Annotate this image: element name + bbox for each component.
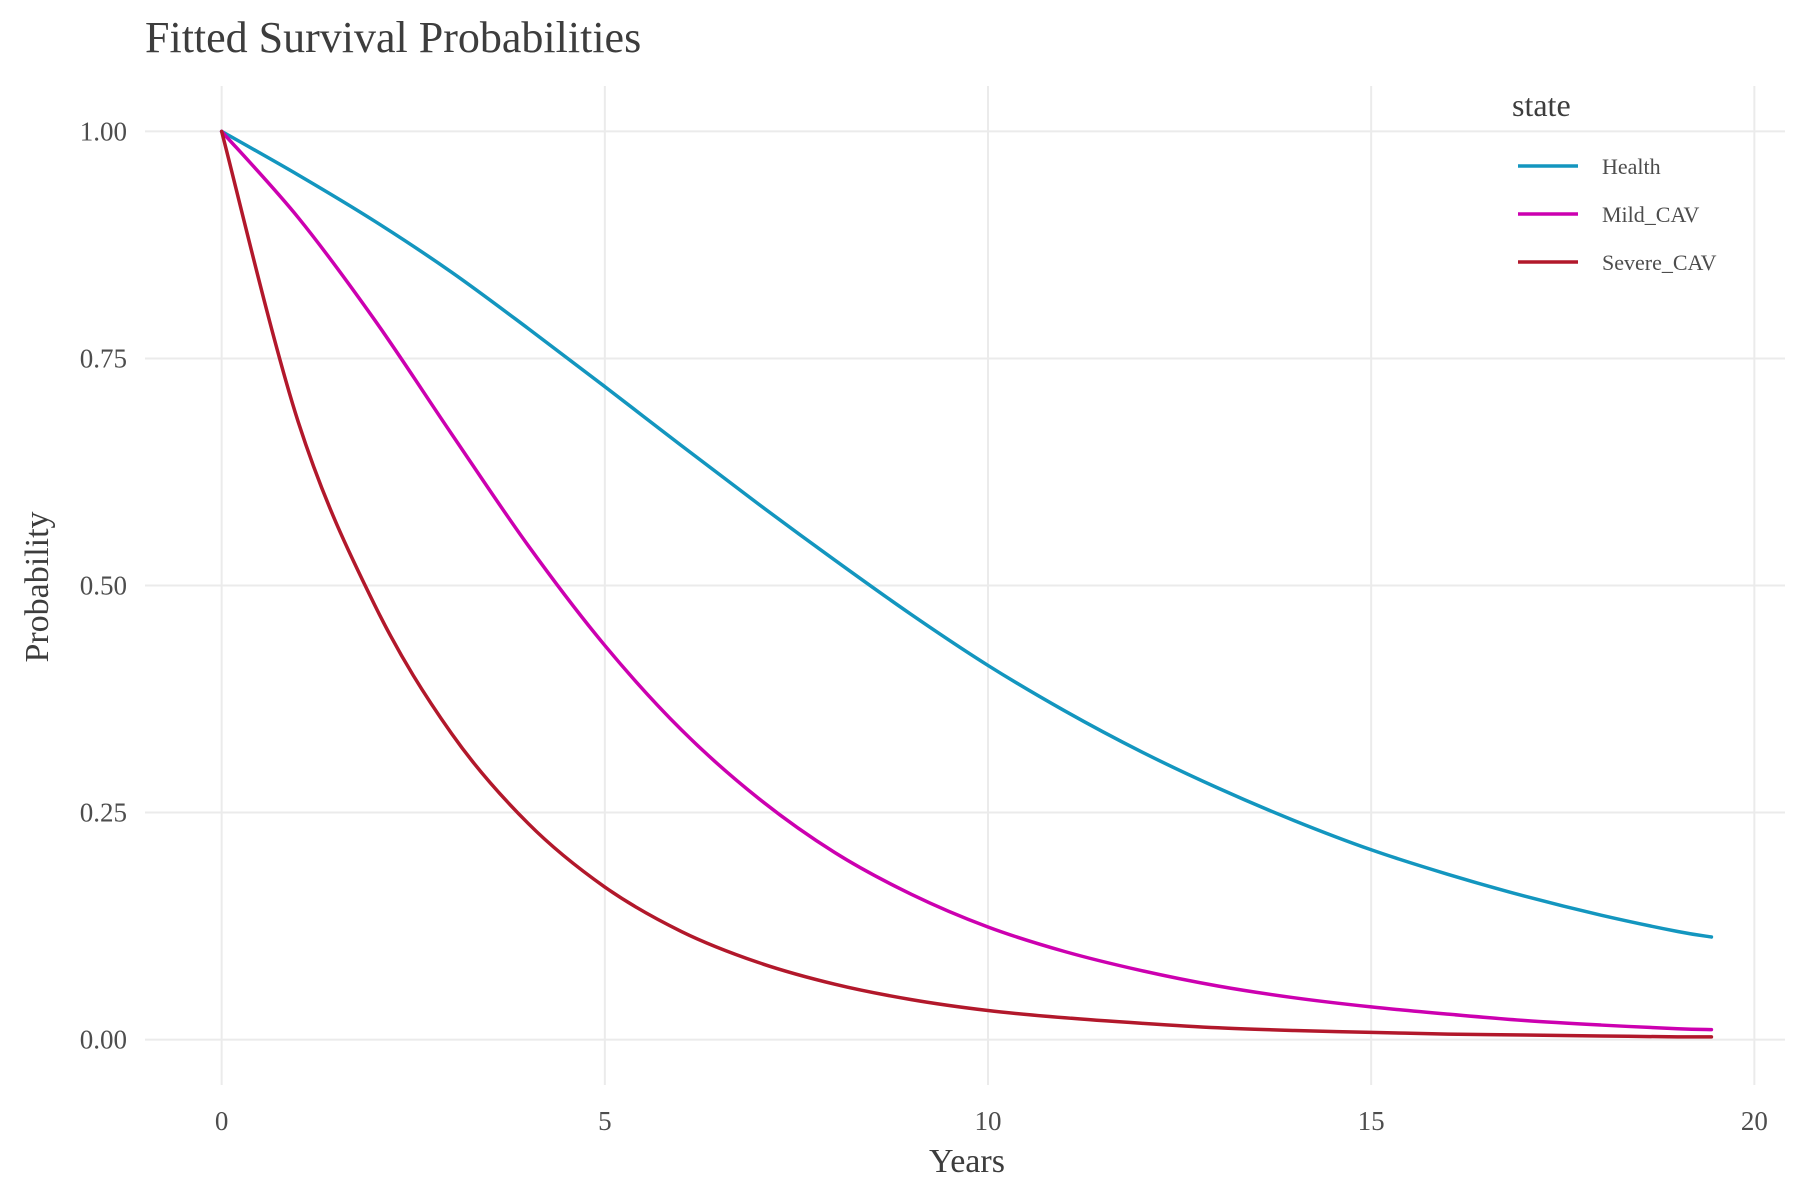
series-lines	[219, 129, 1714, 1039]
grid	[145, 86, 1785, 1085]
x-tick-label: 0	[215, 1106, 229, 1136]
legend: state Health Mild_CAV Severe_CAV	[1512, 87, 1717, 275]
legend-label-mild-cav: Mild_CAV	[1602, 202, 1700, 227]
y-tick-label: 0.25	[80, 798, 127, 828]
y-axis-title: Probability	[19, 511, 56, 662]
series-line-mild-cav	[219, 129, 1714, 1032]
y-tick-label: 0.50	[80, 571, 127, 601]
x-tick-label: 5	[598, 1106, 612, 1136]
legend-label-severe-cav: Severe_CAV	[1602, 250, 1717, 275]
y-tick-label: 1.00	[80, 116, 127, 146]
x-tick-label: 15	[1358, 1106, 1385, 1136]
tick-labels: 0 5 10 15 20 0.00 0.25 0.50 0.75 1.00	[80, 116, 1768, 1136]
x-axis-title: Years	[929, 1143, 1005, 1180]
legend-items: Health Mild_CAV Severe_CAV	[1518, 154, 1717, 275]
series-line-severe-cav	[219, 129, 1714, 1039]
legend-label-health: Health	[1602, 154, 1661, 179]
x-tick-label: 20	[1741, 1106, 1768, 1136]
series-line-health	[219, 129, 1714, 939]
legend-title: state	[1512, 87, 1571, 123]
x-tick-label: 10	[974, 1106, 1001, 1136]
y-tick-label: 0.75	[80, 343, 127, 373]
chart-title: Fitted Survival Probabilities	[145, 13, 641, 62]
y-tick-label: 0.00	[80, 1025, 127, 1055]
